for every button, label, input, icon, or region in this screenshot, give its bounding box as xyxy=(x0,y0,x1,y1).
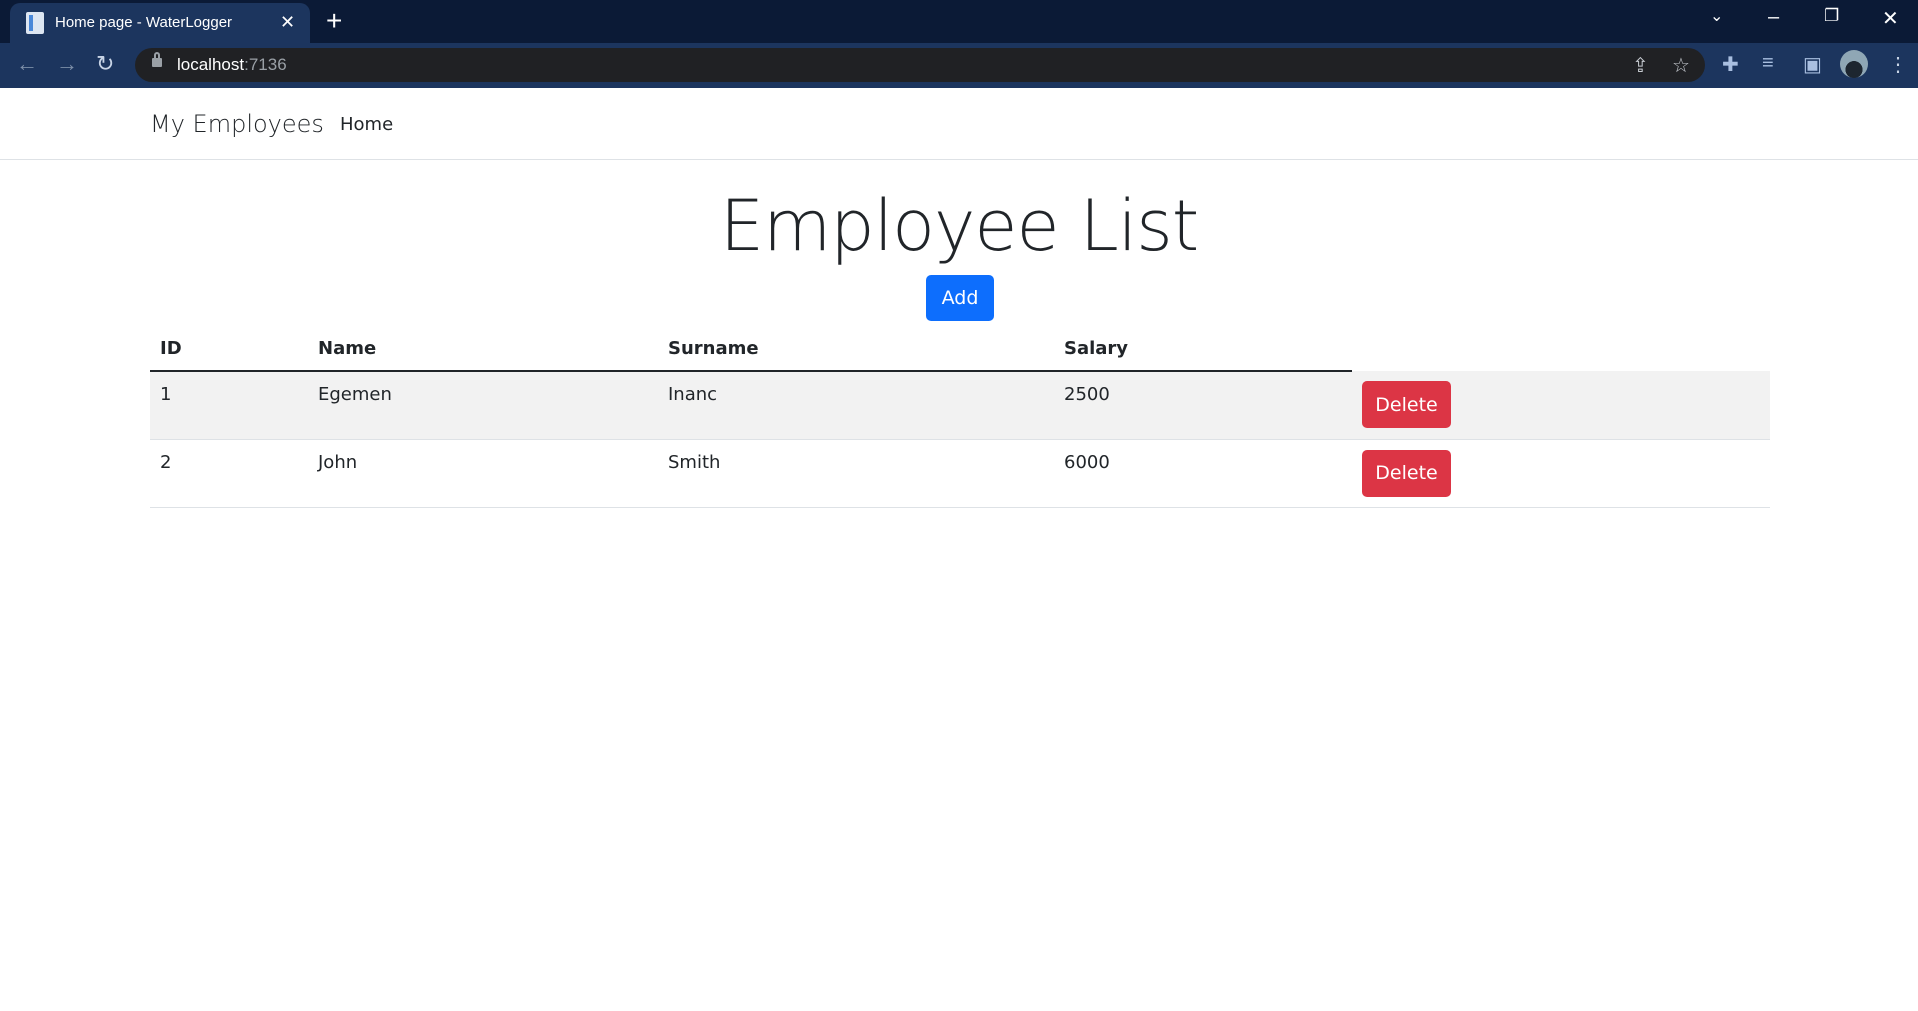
browser-tab[interactable]: Home page - WaterLogger ✕ xyxy=(10,3,310,43)
page-title: Employee List xyxy=(719,185,1199,267)
side-panel-icon[interactable]: ▣ xyxy=(1803,54,1822,76)
column-header-surname: Surname xyxy=(658,326,1054,372)
media-control-icon[interactable]: ≡ xyxy=(1762,52,1774,74)
cell-name: John xyxy=(308,439,658,508)
url-text: localhost:7136 xyxy=(177,55,287,74)
share-icon[interactable]: ⇪ xyxy=(1632,55,1649,77)
forward-icon[interactable]: → xyxy=(56,51,78,76)
menu-icon[interactable]: ⋮ xyxy=(1888,54,1908,76)
close-tab-icon[interactable]: ✕ xyxy=(280,12,296,32)
profile-avatar[interactable] xyxy=(1840,50,1868,78)
bookmark-star-icon[interactable]: ☆ xyxy=(1672,55,1690,77)
cell-actions: Delete xyxy=(1352,439,1770,508)
close-window-icon[interactable]: ✕ xyxy=(1882,8,1899,30)
column-header-id: ID xyxy=(150,326,308,372)
tab-title: Home page - WaterLogger xyxy=(55,14,233,31)
column-header-actions xyxy=(1352,326,1770,371)
column-header-salary: Salary xyxy=(1054,326,1352,372)
minimize-icon[interactable]: – xyxy=(1768,6,1780,28)
add-button[interactable]: Add xyxy=(926,275,994,321)
navbar-brand[interactable]: My Employees xyxy=(150,110,324,138)
tab-search-icon[interactable]: ⌄ xyxy=(1710,8,1724,25)
browser-toolbar: ← → ↻ localhost:7136 ⇪ ☆ ✚ ≡ ▣ ⋮ xyxy=(0,43,1918,88)
extensions-icon[interactable]: ✚ xyxy=(1722,54,1739,76)
table-row: 1 Egemen Inanc 2500 Delete xyxy=(150,371,1770,440)
cell-id: 2 xyxy=(150,439,308,508)
cell-salary: 6000 xyxy=(1054,439,1352,508)
new-tab-icon[interactable]: + xyxy=(326,5,343,36)
back-icon[interactable]: ← xyxy=(16,51,38,76)
lock-icon xyxy=(152,52,162,67)
site-navbar: My Employees Home xyxy=(0,88,1918,160)
cell-id: 1 xyxy=(150,371,308,440)
cell-actions: Delete xyxy=(1352,371,1770,440)
nav-link-home[interactable]: Home xyxy=(340,114,394,135)
delete-button[interactable]: Delete xyxy=(1362,449,1451,497)
table-row: 2 John Smith 6000 Delete xyxy=(150,439,1770,508)
browser-tab-strip: Home page - WaterLogger ✕ + ⌄ – ❐ ✕ xyxy=(0,0,1918,43)
cell-salary: 2500 xyxy=(1054,371,1352,440)
cell-surname: Inanc xyxy=(658,371,1054,440)
page-favicon-icon xyxy=(26,12,44,34)
cell-name: Egemen xyxy=(308,371,658,440)
table-header-row: ID Name Surname Salary xyxy=(150,326,1770,372)
employee-table: ID Name Surname Salary 1 Egemen Inanc 25… xyxy=(150,326,1770,508)
address-bar[interactable]: localhost:7136 ⇪ ☆ xyxy=(135,48,1705,82)
reload-icon[interactable]: ↻ xyxy=(96,51,115,76)
cell-surname: Smith xyxy=(658,439,1054,508)
delete-button[interactable]: Delete xyxy=(1362,381,1451,428)
restore-icon[interactable]: ❐ xyxy=(1824,6,1840,25)
column-header-name: Name xyxy=(308,326,658,372)
